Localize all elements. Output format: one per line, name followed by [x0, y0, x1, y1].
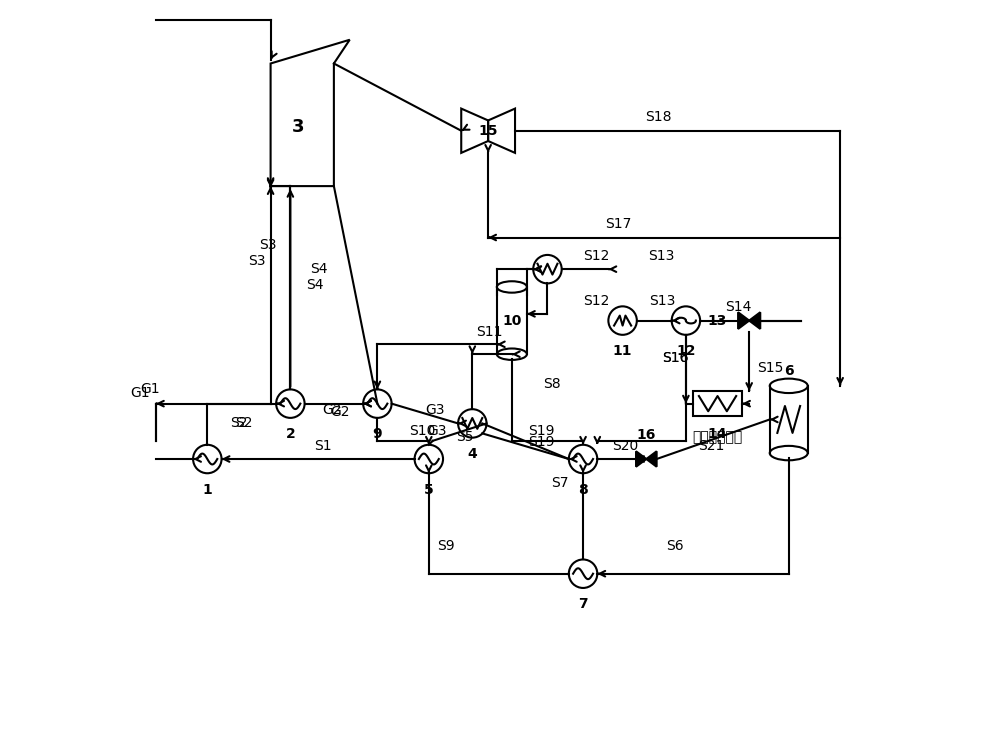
Text: 12: 12 — [676, 344, 696, 359]
Text: S19: S19 — [528, 424, 554, 438]
Text: 16: 16 — [637, 428, 656, 442]
Text: S10: S10 — [409, 424, 435, 438]
Text: S8: S8 — [544, 376, 561, 391]
Text: S11: S11 — [476, 325, 503, 339]
Text: S9: S9 — [437, 539, 454, 553]
Text: S7: S7 — [551, 475, 569, 490]
Text: S6: S6 — [666, 539, 684, 553]
Text: S16: S16 — [662, 350, 689, 365]
Text: 15: 15 — [478, 124, 498, 138]
Text: S20: S20 — [612, 438, 639, 452]
Text: 8: 8 — [578, 483, 588, 497]
Text: 1: 1 — [202, 483, 212, 497]
Polygon shape — [636, 452, 646, 466]
Text: 9: 9 — [373, 427, 382, 441]
Text: G1: G1 — [140, 382, 160, 397]
Text: S12: S12 — [583, 248, 609, 263]
Text: 11: 11 — [613, 344, 632, 359]
Text: G3: G3 — [427, 424, 447, 438]
Text: S14: S14 — [725, 300, 752, 314]
Text: 2: 2 — [285, 427, 295, 441]
Text: S13: S13 — [648, 248, 674, 263]
Bar — [693, 391, 742, 417]
Text: G1: G1 — [130, 386, 150, 400]
Text: S19: S19 — [528, 434, 554, 449]
Text: G2: G2 — [322, 403, 342, 417]
Text: 13: 13 — [708, 313, 727, 327]
Text: S15: S15 — [757, 361, 783, 375]
Text: 3: 3 — [292, 118, 305, 135]
Text: S13: S13 — [649, 294, 675, 308]
Text: S17: S17 — [605, 217, 632, 231]
Text: S12: S12 — [583, 294, 609, 308]
Text: 7: 7 — [578, 597, 588, 612]
Text: 低温冷量输出: 低温冷量输出 — [692, 430, 743, 444]
Text: S2: S2 — [230, 417, 248, 430]
Text: 4: 4 — [467, 447, 477, 461]
Text: S18: S18 — [645, 110, 671, 124]
Polygon shape — [646, 452, 657, 466]
Text: S4: S4 — [306, 278, 324, 292]
Text: 6: 6 — [784, 364, 794, 378]
Text: S4: S4 — [310, 262, 328, 276]
Text: S1: S1 — [314, 438, 332, 452]
Text: S16: S16 — [662, 350, 689, 365]
Text: S5: S5 — [456, 430, 474, 444]
Text: 10: 10 — [502, 313, 522, 327]
Text: G3: G3 — [425, 403, 444, 417]
Text: S3: S3 — [248, 254, 266, 268]
Text: G2: G2 — [330, 405, 349, 419]
Polygon shape — [738, 312, 749, 329]
Text: 14: 14 — [708, 426, 727, 440]
Text: 5: 5 — [424, 483, 434, 497]
Text: S21: S21 — [698, 438, 724, 452]
Polygon shape — [749, 312, 760, 329]
Text: S2: S2 — [235, 417, 253, 430]
Text: S3: S3 — [259, 238, 276, 252]
